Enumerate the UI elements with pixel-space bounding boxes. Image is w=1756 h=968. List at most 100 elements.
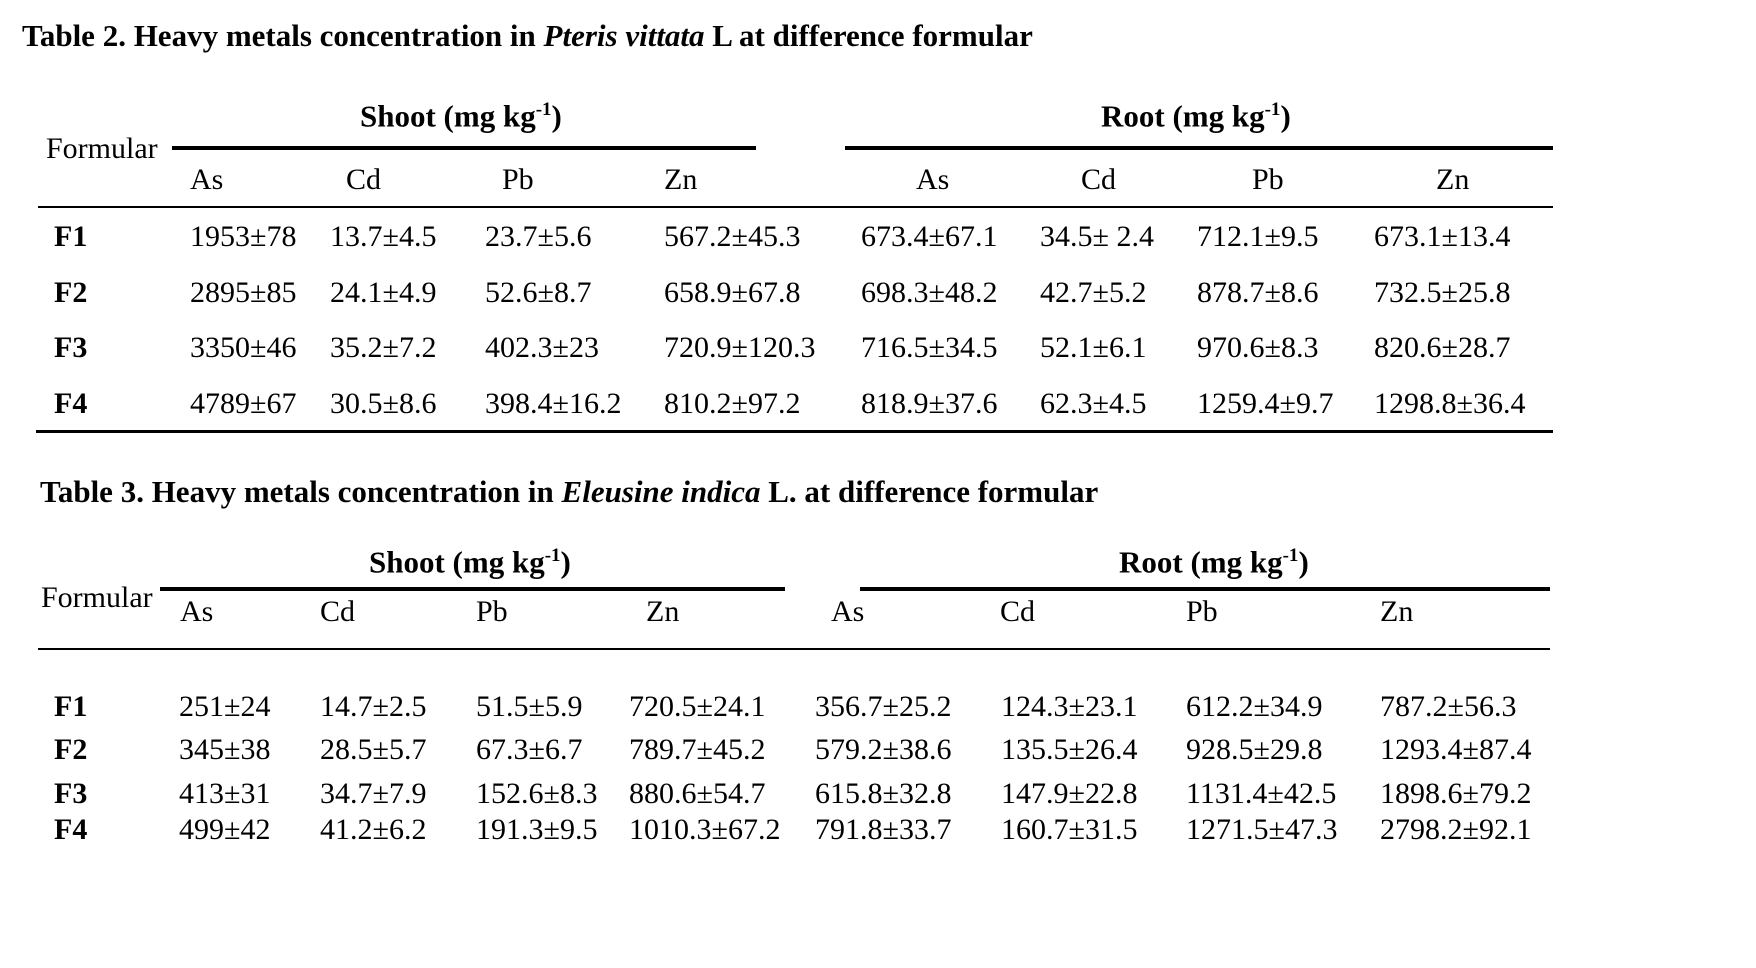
table-cell: 345±38	[179, 733, 271, 766]
table2-caption-species: Pteris vittata	[543, 18, 705, 53]
table-cell: 720.9±120.3	[664, 331, 816, 364]
table3-root-unit-exp: -1	[1282, 545, 1299, 566]
table-cell: 878.7±8.6	[1197, 276, 1319, 309]
table-cell: 673.1±13.4	[1374, 220, 1511, 253]
table3-col-header: Cd	[1000, 595, 1036, 628]
table-cell: 1131.4±42.5	[1186, 777, 1337, 810]
row-label: F2	[54, 733, 88, 766]
table-cell: 30.5±8.6	[330, 387, 437, 420]
table-cell: 567.2±45.3	[664, 220, 801, 253]
table3-root-rule	[860, 587, 1550, 591]
row-label: F1	[54, 690, 88, 723]
table3-shoot-rule	[160, 587, 785, 591]
table3-caption: Table 3. Heavy metals concentration in E…	[40, 474, 1098, 510]
table-cell: 34.7±7.9	[320, 777, 427, 810]
table2-root-header: Root (mg kg-1)	[1101, 100, 1291, 131]
table-cell: 51.5±5.9	[476, 690, 583, 723]
table3-shoot-close: )	[560, 544, 571, 580]
table-cell: 579.2±38.6	[815, 733, 952, 766]
table-cell: 13.7±4.5	[330, 220, 437, 253]
row-label: F3	[54, 777, 88, 810]
table3-root-header: Root (mg kg-1)	[1119, 546, 1309, 577]
table-cell: 1898.6±79.2	[1380, 777, 1532, 810]
table2-col-header: Cd	[1081, 163, 1117, 196]
row-label: F3	[54, 331, 88, 364]
table-cell: 52.6±8.7	[485, 276, 592, 309]
table2-shoot-unit-exp: -1	[535, 99, 552, 120]
table2-col-header: Cd	[346, 163, 382, 196]
table-cell: 820.6±28.7	[1374, 331, 1511, 364]
table2-formular-label: Formular	[46, 132, 158, 165]
table-cell: 23.7±5.6	[485, 220, 592, 253]
table2-col-header: As	[190, 163, 224, 196]
table3-col-header: Zn	[1380, 595, 1414, 628]
table-cell: 147.9±22.8	[1001, 777, 1138, 810]
table3-caption-prefix: Table 3. Heavy metals concentration in	[40, 474, 562, 509]
table2-shoot-header: Shoot (mg kg-1)	[360, 100, 562, 131]
table-cell: 1953±78	[190, 220, 297, 253]
table3-caption-suffix: L. at difference formular	[760, 474, 1099, 509]
table3-shoot-header: Shoot (mg kg-1)	[369, 546, 571, 577]
table2-col-header: Zn	[664, 163, 698, 196]
table-cell: 673.4±67.1	[861, 220, 998, 253]
table-cell: 880.6±54.7	[629, 777, 766, 810]
table-cell: 24.1±4.9	[330, 276, 437, 309]
table-cell: 787.2±56.3	[1380, 690, 1517, 723]
table-cell: 732.5±25.8	[1374, 276, 1511, 309]
table-cell: 124.3±23.1	[1001, 690, 1138, 723]
table3-root-close: )	[1298, 544, 1309, 580]
table-cell: 2798.2±92.1	[1380, 813, 1532, 846]
table-cell: 1271.5±47.3	[1186, 813, 1338, 846]
table-cell: 720.5±24.1	[629, 690, 766, 723]
table-cell: 62.3±4.5	[1040, 387, 1147, 420]
table-cell: 356.7±25.2	[815, 690, 952, 723]
table-cell: 35.2±7.2	[330, 331, 437, 364]
table-cell: 191.3±9.5	[476, 813, 598, 846]
table-cell: 28.5±5.7	[320, 733, 427, 766]
table3-col-header: Pb	[476, 595, 508, 628]
row-label: F1	[54, 220, 88, 253]
table2-col-header: Pb	[1252, 163, 1284, 196]
table2-shoot-rule	[172, 146, 756, 150]
table3-col-header: As	[831, 595, 865, 628]
table-cell: 2895±85	[190, 276, 297, 309]
row-label: F2	[54, 276, 88, 309]
table-cell: 52.1±6.1	[1040, 331, 1147, 364]
table2-header-rule	[38, 206, 1553, 208]
table3-col-header: Pb	[1186, 595, 1218, 628]
row-label: F4	[54, 387, 88, 420]
table-cell: 160.7±31.5	[1001, 813, 1138, 846]
table-cell: 398.4±16.2	[485, 387, 622, 420]
table-cell: 810.2±97.2	[664, 387, 801, 420]
table-cell: 1010.3±67.2	[629, 813, 781, 846]
table-cell: 658.9±67.8	[664, 276, 801, 309]
table-cell: 789.7±45.2	[629, 733, 766, 766]
table3-shoot-unit-exp: -1	[544, 545, 561, 566]
table-cell: 615.8±32.8	[815, 777, 952, 810]
table2-col-header: As	[916, 163, 950, 196]
table3-formular-label: Formular	[41, 581, 153, 614]
table2-root-unit-exp: -1	[1264, 99, 1281, 120]
table-cell: 251±24	[179, 690, 271, 723]
table2-root-rule	[845, 146, 1553, 150]
table2-shoot-close: )	[551, 98, 562, 134]
table-cell: 928.5±29.8	[1186, 733, 1323, 766]
table-cell: 4789±67	[190, 387, 297, 420]
table2-root-label: Root (mg kg	[1101, 98, 1265, 134]
table2-shoot-label: Shoot (mg kg	[360, 98, 536, 134]
table2-col-header: Pb	[502, 163, 534, 196]
table3-col-header: As	[180, 595, 214, 628]
table3-header-rule	[38, 648, 1550, 650]
table-cell: 42.7±5.2	[1040, 276, 1147, 309]
table-cell: 135.5±26.4	[1001, 733, 1138, 766]
table3-shoot-label: Shoot (mg kg	[369, 544, 545, 580]
table-cell: 1259.4±9.7	[1197, 387, 1334, 420]
table-cell: 499±42	[179, 813, 271, 846]
table2-col-header: Zn	[1436, 163, 1470, 196]
table-cell: 612.2±34.9	[1186, 690, 1323, 723]
table-cell: 791.8±33.7	[815, 813, 952, 846]
table3-caption-species: Eleusine indica	[561, 474, 761, 509]
table-cell: 34.5± 2.4	[1040, 220, 1154, 253]
table-cell: 3350±46	[190, 331, 297, 364]
table-cell: 1298.8±36.4	[1374, 387, 1526, 420]
